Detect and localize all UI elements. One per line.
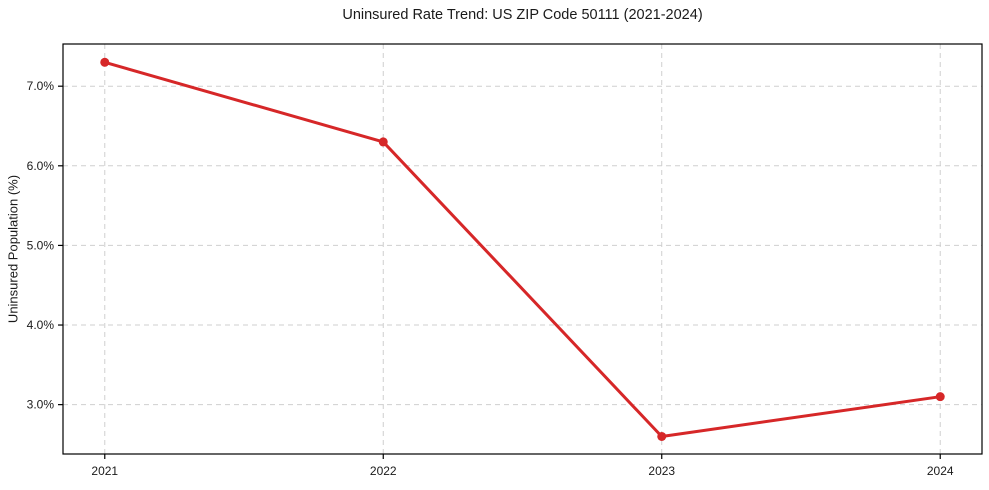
y-tick-label: 5.0% (27, 238, 55, 252)
x-tick-label: 2023 (648, 464, 675, 478)
x-tick-label: 2024 (927, 464, 954, 478)
data-point-marker (935, 392, 945, 402)
trend-line (103, 60, 942, 438)
data-point-marker (657, 431, 667, 441)
y-tick-label: 4.0% (27, 318, 55, 332)
y-tick-label: 7.0% (27, 79, 55, 93)
data-point-marker (378, 137, 388, 147)
x-tick-label: 2022 (370, 464, 397, 478)
data-point-marker (100, 57, 110, 67)
chart-title: Uninsured Rate Trend: US ZIP Code 50111 … (342, 7, 703, 23)
x-tick-label: 2021 (91, 464, 118, 478)
y-tick-label: 3.0% (27, 398, 55, 412)
plot-border (62, 43, 983, 455)
y-tick-label: 6.0% (27, 159, 55, 173)
